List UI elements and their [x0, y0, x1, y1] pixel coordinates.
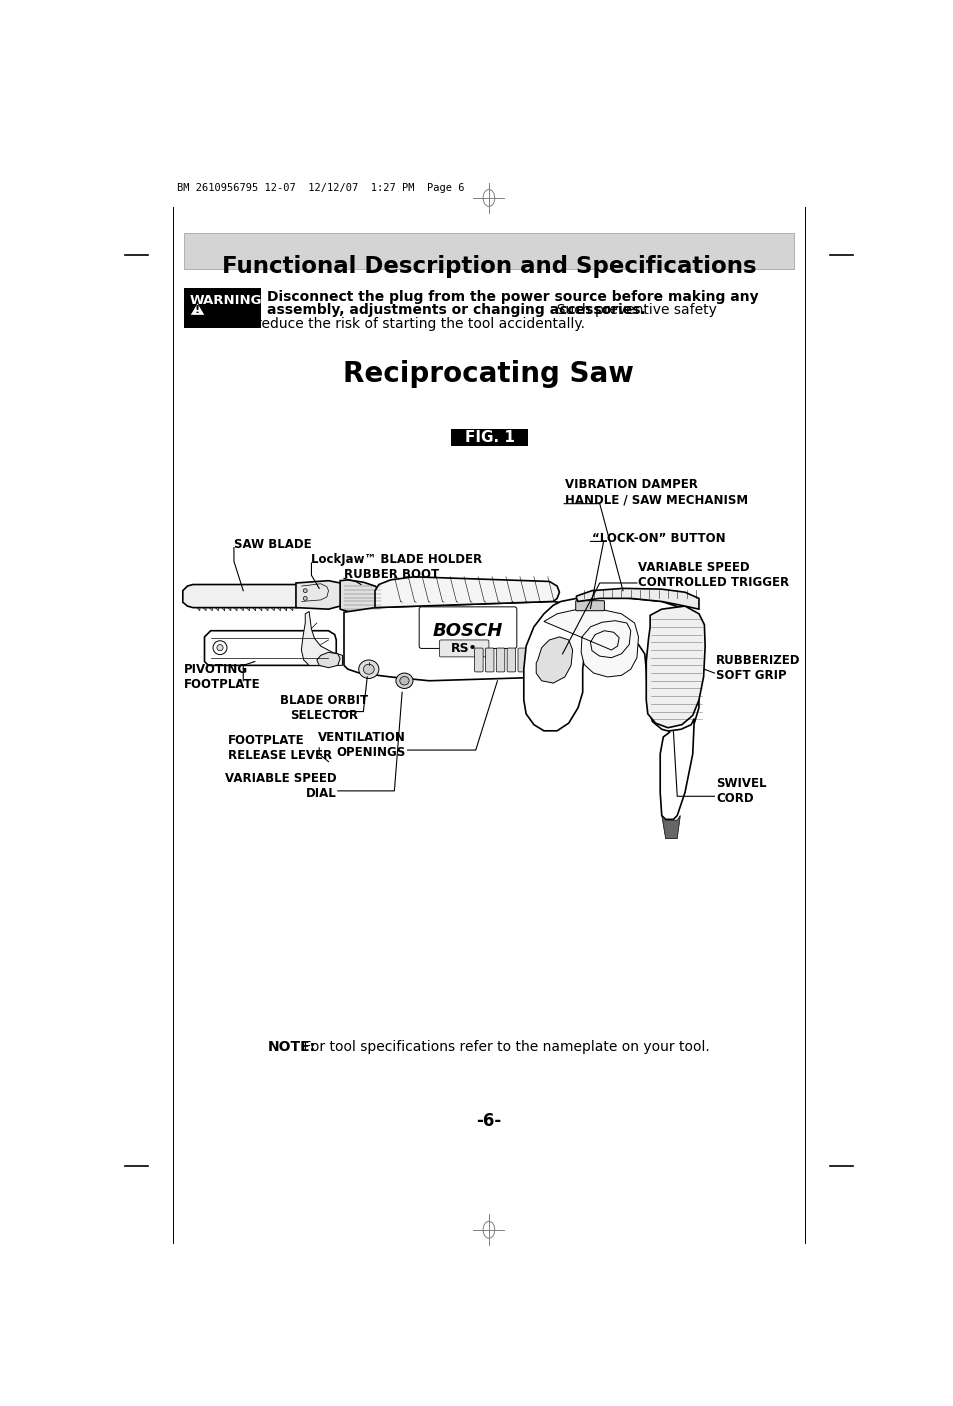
FancyBboxPatch shape [418, 607, 517, 648]
Ellipse shape [213, 641, 227, 655]
FancyBboxPatch shape [496, 648, 504, 672]
Text: assembly, adjustments or changing accessories.: assembly, adjustments or changing access… [267, 302, 645, 316]
FancyBboxPatch shape [507, 648, 516, 672]
Text: SWIVEL
CORD: SWIVEL CORD [716, 778, 765, 804]
Polygon shape [340, 579, 384, 614]
Text: LockJaw™ BLADE HOLDER: LockJaw™ BLADE HOLDER [311, 554, 482, 567]
FancyBboxPatch shape [485, 648, 494, 672]
Text: VARIABLE SPEED
CONTROLLED TRIGGER: VARIABLE SPEED CONTROLLED TRIGGER [638, 561, 789, 589]
Polygon shape [576, 588, 699, 609]
Text: Functional Description and Specifications: Functional Description and Specification… [221, 254, 756, 278]
Polygon shape [543, 609, 638, 676]
FancyBboxPatch shape [183, 288, 261, 328]
FancyBboxPatch shape [517, 648, 526, 672]
Text: For tool specifications refer to the nameplate on your tool.: For tool specifications refer to the nam… [298, 1040, 709, 1054]
Polygon shape [183, 585, 309, 607]
Polygon shape [659, 718, 694, 820]
Polygon shape [301, 612, 342, 665]
Text: Reciprocating Saw: Reciprocating Saw [343, 360, 634, 388]
Text: “LOCK-ON” BUTTON: “LOCK-ON” BUTTON [592, 531, 725, 544]
Text: RUBBERIZED
SOFT GRIP: RUBBERIZED SOFT GRIP [716, 654, 800, 682]
Ellipse shape [358, 659, 378, 679]
Text: FIG. 1: FIG. 1 [464, 430, 514, 444]
Text: !: ! [194, 305, 200, 315]
Text: -6-: -6- [476, 1112, 501, 1130]
Text: BM 2610956795 12-07  12/12/07  1:27 PM  Page 6: BM 2610956795 12-07 12/12/07 1:27 PM Pag… [176, 183, 463, 193]
FancyBboxPatch shape [183, 233, 794, 269]
Text: Such preventive safety: Such preventive safety [547, 302, 716, 316]
Ellipse shape [216, 644, 223, 651]
Text: VIBRATION DAMPER
HANDLE / SAW MECHANISM: VIBRATION DAMPER HANDLE / SAW MECHANISM [564, 478, 747, 506]
Polygon shape [204, 631, 335, 665]
Ellipse shape [303, 596, 307, 600]
Text: FOOTPLATE
RELEASE LEVER: FOOTPLATE RELEASE LEVER [228, 734, 332, 762]
Text: VENTILATION
OPENINGS: VENTILATION OPENINGS [317, 731, 406, 759]
Text: BLADE ORBIT
SELECTOR: BLADE ORBIT SELECTOR [280, 693, 368, 721]
Text: NOTE:: NOTE: [268, 1040, 315, 1054]
FancyBboxPatch shape [451, 429, 528, 446]
Text: RS•: RS• [451, 643, 476, 655]
FancyBboxPatch shape [474, 648, 482, 672]
Polygon shape [661, 815, 679, 838]
Text: WARNING: WARNING [190, 294, 262, 308]
Polygon shape [523, 596, 699, 733]
Ellipse shape [303, 589, 307, 592]
Polygon shape [645, 606, 704, 728]
Polygon shape [295, 581, 345, 609]
Text: SAW BLADE: SAW BLADE [233, 538, 312, 551]
Polygon shape [375, 576, 558, 607]
Ellipse shape [399, 676, 409, 685]
Polygon shape [316, 652, 340, 668]
Text: Disconnect the plug from the power source before making any: Disconnect the plug from the power sourc… [267, 290, 758, 304]
Text: RUBBER BOOT: RUBBER BOOT [344, 568, 438, 581]
FancyBboxPatch shape [439, 640, 488, 657]
FancyBboxPatch shape [575, 600, 604, 610]
Polygon shape [536, 637, 572, 683]
Text: PIVOTING
FOOTPLATE: PIVOTING FOOTPLATE [183, 662, 260, 690]
Ellipse shape [395, 673, 413, 689]
Text: VARIABLE SPEED
DIAL: VARIABLE SPEED DIAL [224, 772, 335, 800]
Polygon shape [190, 302, 205, 315]
Text: measures reduce the risk of starting the tool accidentally.: measures reduce the risk of starting the… [183, 318, 584, 332]
Ellipse shape [363, 664, 374, 675]
Polygon shape [344, 602, 579, 681]
Text: BOSCH: BOSCH [433, 621, 502, 640]
